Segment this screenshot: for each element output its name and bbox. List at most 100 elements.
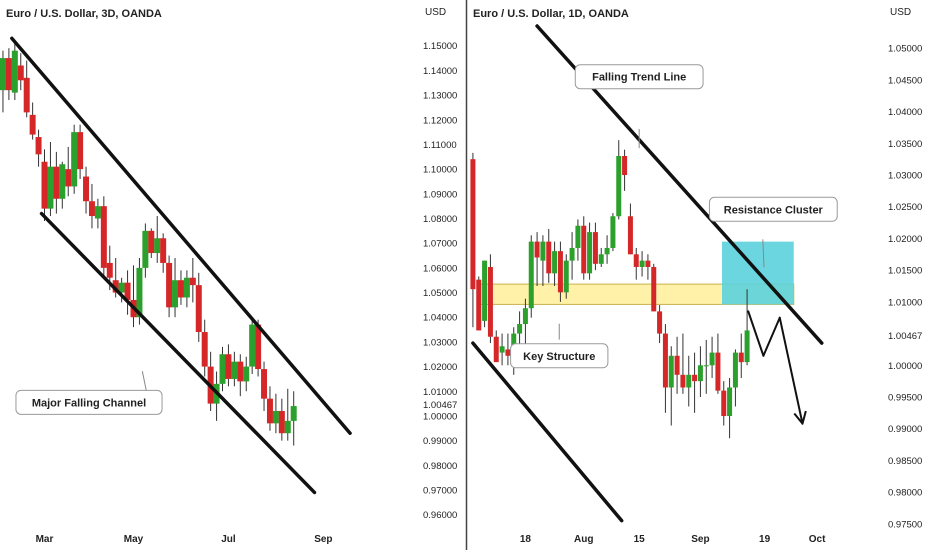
candle-body-down xyxy=(633,254,639,267)
candle xyxy=(237,354,244,397)
candle xyxy=(249,317,256,374)
candle-body-down xyxy=(557,251,563,293)
y-tick-label: 1.03500 xyxy=(888,139,922,150)
candle-body-down xyxy=(261,369,268,399)
candle xyxy=(703,339,709,394)
channel-upper xyxy=(10,36,352,435)
y-tick-label: 0.97000 xyxy=(423,485,457,496)
y-tick-label: 1.13000 xyxy=(423,91,457,102)
candle xyxy=(278,398,285,441)
candle xyxy=(680,333,686,394)
candle-body-up xyxy=(517,324,523,334)
candle xyxy=(633,247,639,280)
candle xyxy=(207,351,214,412)
candle xyxy=(142,223,149,278)
candle xyxy=(284,388,291,441)
candle xyxy=(499,333,505,366)
candle xyxy=(88,183,95,229)
x-tick-label: Aug xyxy=(574,534,593,545)
callout-0: Major Falling Channel xyxy=(15,389,163,415)
callout-box xyxy=(15,389,163,415)
candle xyxy=(575,219,581,261)
candle-body-down xyxy=(546,241,552,274)
candle-body-up xyxy=(610,216,616,248)
candle xyxy=(35,129,42,167)
y-tick-label: 1.14000 xyxy=(423,66,457,77)
candle-body-up xyxy=(587,232,593,274)
candle-body-down xyxy=(100,206,107,268)
y-tick-label: 1.00467 xyxy=(423,400,457,411)
x-tick-label: May xyxy=(124,534,144,545)
callout-0: Falling Trend Line xyxy=(574,64,704,90)
x-tick-label: Jul xyxy=(221,534,236,545)
candle-body-up xyxy=(482,260,488,321)
candle-body-down xyxy=(112,280,119,293)
candle xyxy=(17,53,24,91)
candle-body-up xyxy=(552,251,558,274)
candle xyxy=(272,393,279,434)
candle xyxy=(569,232,575,280)
candle xyxy=(266,386,273,431)
right-ylabel: USD xyxy=(890,7,911,18)
candle-body-up xyxy=(231,361,238,379)
candle-body-up xyxy=(11,50,18,93)
candle-body-down xyxy=(35,137,42,155)
candle xyxy=(493,330,499,363)
candle xyxy=(29,102,36,140)
y-tick-label: 1.01000 xyxy=(423,387,457,398)
y-tick-label: 0.98000 xyxy=(888,488,922,499)
candle-body-up xyxy=(118,282,125,293)
callout-label: Major Falling Channel xyxy=(32,397,146,409)
callout-box xyxy=(708,196,838,222)
candle xyxy=(534,232,540,287)
candle xyxy=(651,263,657,312)
candle-body-up xyxy=(94,206,101,219)
candle xyxy=(71,124,78,194)
panel-1: Falling Trend Line Resistance Cluster Key … xyxy=(470,24,922,545)
callout-label: Key Structure xyxy=(523,351,595,363)
candle xyxy=(709,336,715,378)
candle-body-up xyxy=(569,247,575,261)
candle xyxy=(528,235,534,318)
candle-body-down xyxy=(29,114,36,135)
y-tick-label: 1.12000 xyxy=(423,115,457,126)
candle xyxy=(130,265,137,328)
candle xyxy=(627,203,633,255)
x-tick-label: 18 xyxy=(520,534,532,545)
candle xyxy=(592,222,598,271)
candle-body-down xyxy=(505,349,511,356)
candle xyxy=(686,355,692,407)
y-tick-label: 1.04000 xyxy=(888,107,922,118)
callout-pointer-2 xyxy=(762,239,765,268)
candle xyxy=(189,257,196,303)
candle-body-down xyxy=(627,216,633,255)
candle xyxy=(177,270,184,305)
candle xyxy=(674,336,680,394)
candle-body-up xyxy=(522,308,528,325)
y-tick-label: 1.02000 xyxy=(423,362,457,373)
candle-body-up xyxy=(604,247,610,255)
y-tick-label: 0.99500 xyxy=(888,392,922,403)
candle-body-down xyxy=(53,166,60,199)
candle xyxy=(118,277,125,303)
candle-body-down xyxy=(5,58,12,91)
y-tick-label: 1.03000 xyxy=(423,337,457,348)
candle-body-down xyxy=(278,411,285,434)
candle xyxy=(505,333,511,366)
candle xyxy=(0,50,6,113)
candle xyxy=(622,149,628,191)
x-tick-label: 15 xyxy=(634,534,646,545)
y-tick-label: 0.99000 xyxy=(423,436,457,447)
candle-body-down xyxy=(124,282,131,300)
candle xyxy=(41,149,48,221)
left-ylabel: USD xyxy=(425,7,446,18)
candle-body-up xyxy=(697,365,703,382)
candle-body-up xyxy=(540,241,546,261)
candle xyxy=(53,151,60,214)
candle xyxy=(557,241,563,302)
candle xyxy=(540,235,546,287)
candle xyxy=(482,260,488,328)
y-tick-label: 1.04000 xyxy=(423,313,457,324)
candle-body-up xyxy=(703,365,709,367)
